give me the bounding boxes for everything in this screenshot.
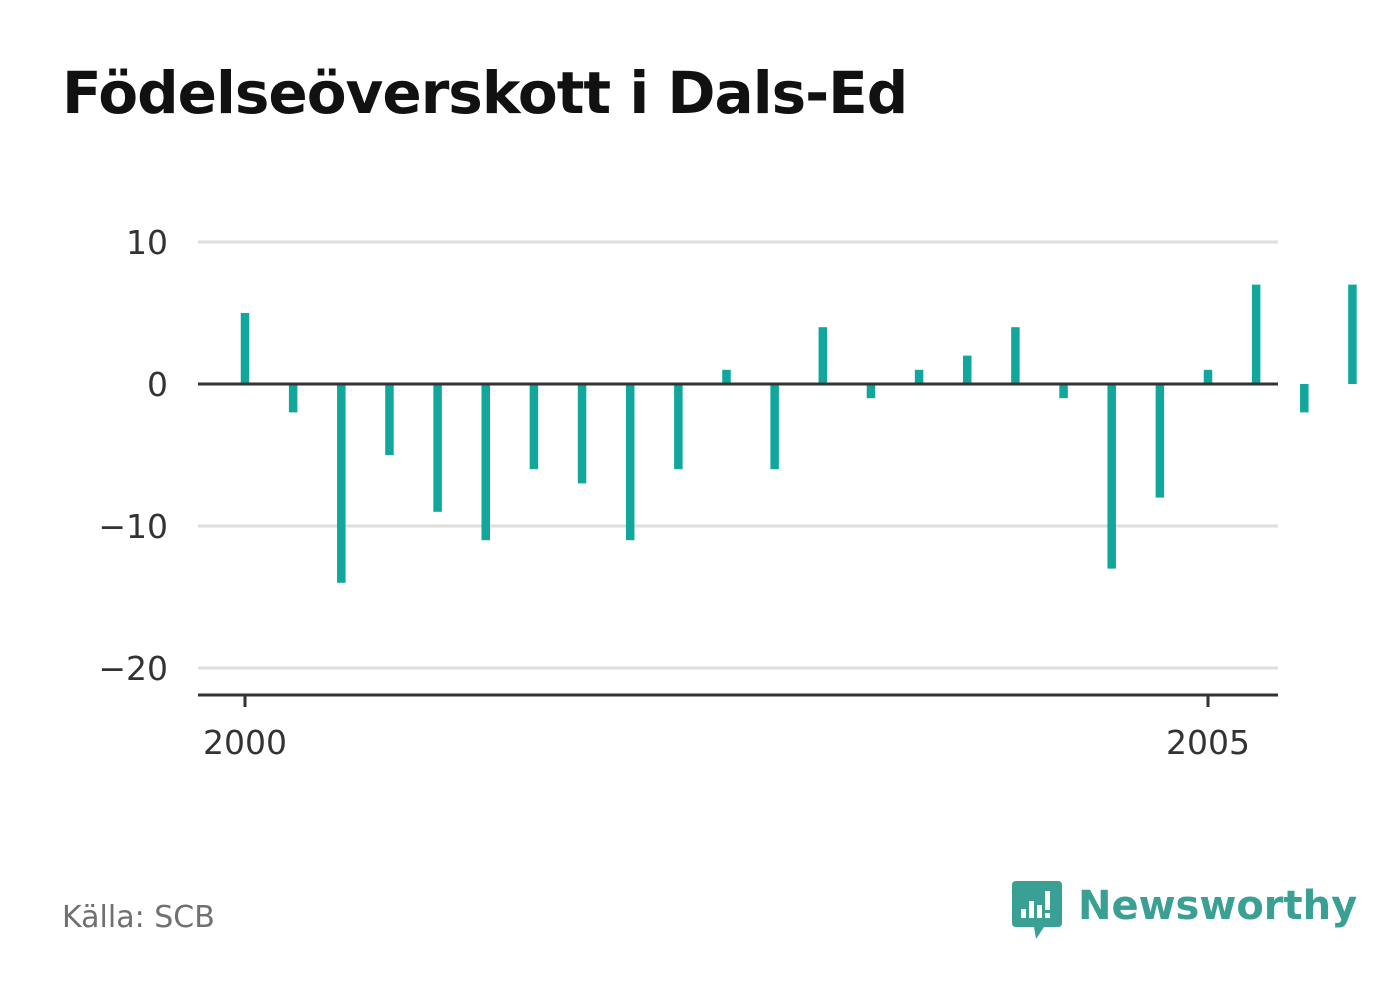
bar: [1155, 384, 1165, 498]
bar: [722, 369, 731, 384]
bar: [1107, 384, 1116, 569]
bar: [1011, 327, 1020, 384]
y-tick-label: 10: [126, 223, 168, 262]
tick-labels: 100−10−20200020052010201520202025: [98, 223, 1250, 762]
y-tick-label: 0: [147, 365, 168, 404]
bar: [385, 384, 394, 455]
bar: [1203, 369, 1213, 384]
bar: [240, 313, 250, 384]
bar: [288, 384, 298, 413]
bar: [914, 369, 924, 384]
y-tick-label: −10: [98, 507, 168, 546]
x-tick-label: 2000: [203, 723, 287, 762]
bar: [1300, 384, 1309, 413]
bar-series: [240, 284, 1357, 583]
chart-title: Födelseöverskott i Dals-Ed: [62, 59, 908, 127]
x-tick-label: 2005: [1166, 723, 1250, 762]
bar: [770, 384, 779, 470]
axes: [198, 382, 1278, 707]
bar: [337, 384, 346, 583]
bar: [866, 384, 876, 399]
bar: [1348, 284, 1357, 384]
y-tick-label: −20: [98, 649, 168, 688]
source-note: Källa: SCB: [62, 900, 215, 935]
bar: [577, 384, 587, 484]
bar: [481, 384, 490, 541]
bar: [674, 384, 683, 470]
bar: [818, 327, 828, 384]
newsworthy-logo-icon: [1012, 881, 1062, 939]
bar: [625, 384, 635, 541]
bar: [433, 384, 442, 512]
bar: [1059, 384, 1068, 399]
bar: [963, 355, 972, 384]
grid-lines: [198, 240, 1278, 670]
brand-name: Newsworthy: [1078, 883, 1358, 929]
bar: [1251, 284, 1261, 384]
brand-logo: Newsworthy: [1012, 880, 1357, 940]
bar: [529, 384, 539, 470]
